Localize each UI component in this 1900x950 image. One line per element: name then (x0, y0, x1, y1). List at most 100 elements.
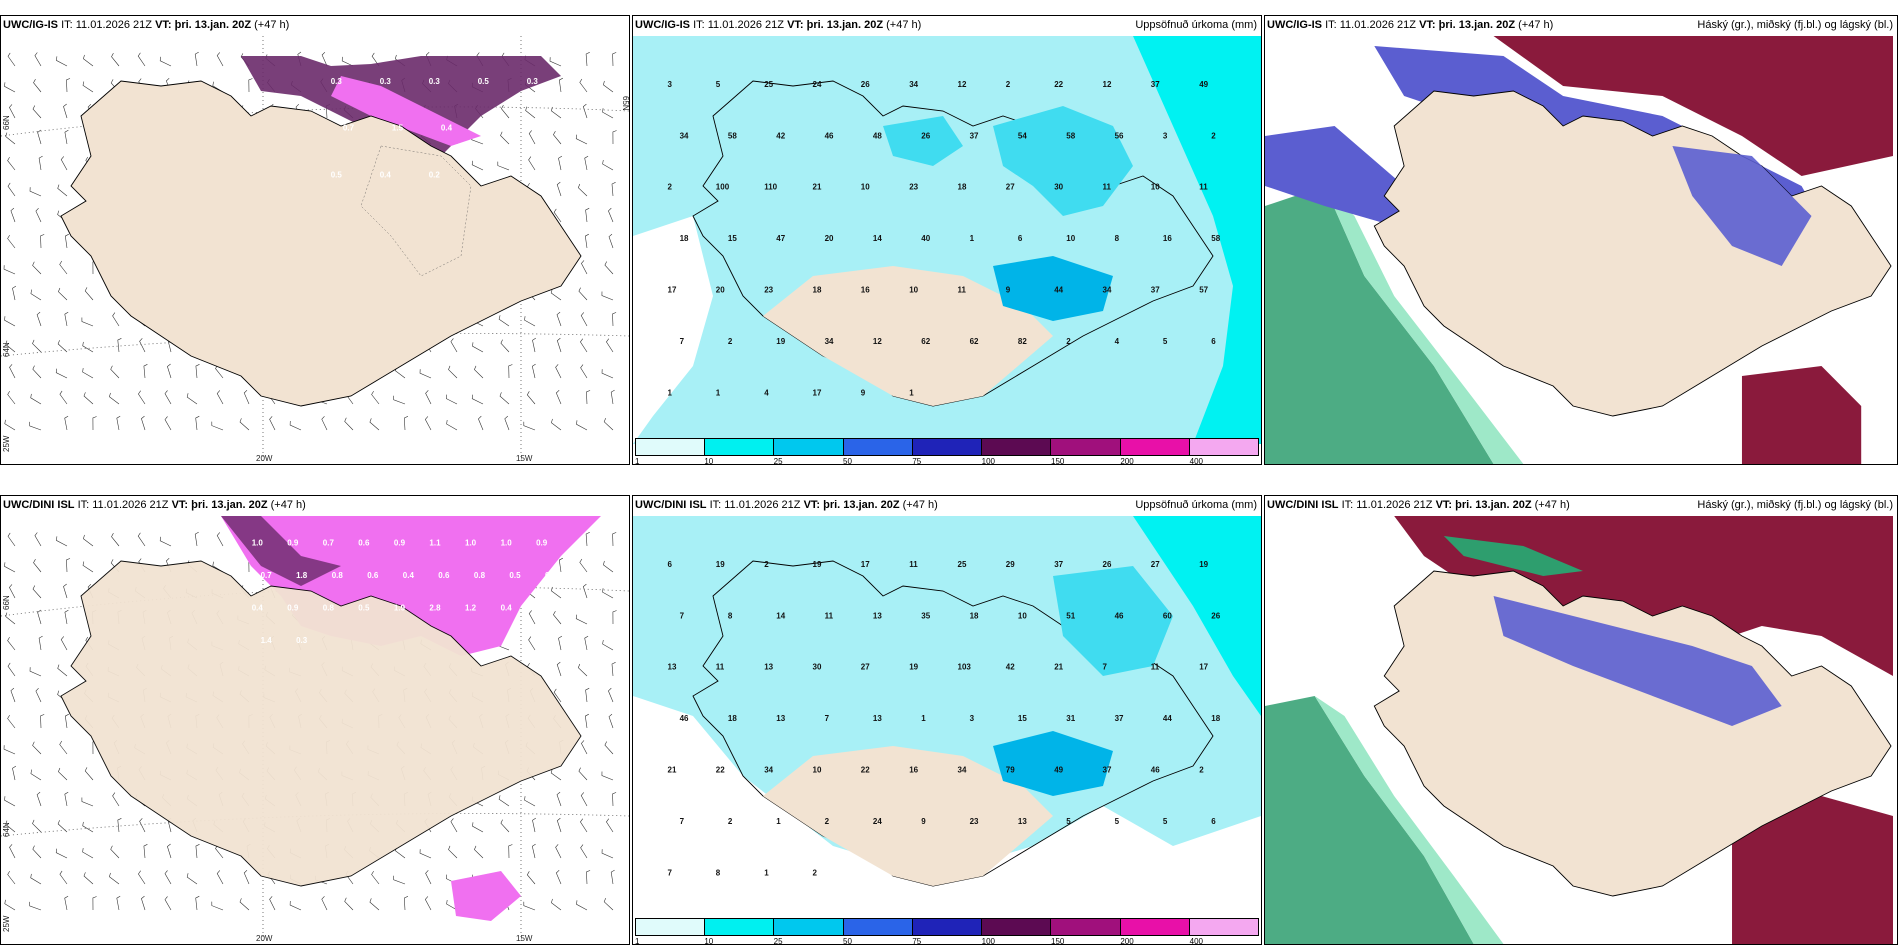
map-value-label: 103 (958, 663, 972, 672)
map-value-label: 1.0 (465, 539, 477, 548)
map-value-label: 12 (1103, 80, 1112, 89)
wind-barb (164, 870, 172, 885)
colorbar-label: 1 (635, 457, 640, 465)
wind-barb (584, 635, 589, 651)
wind-barb (555, 844, 562, 859)
wind-barb (269, 896, 276, 911)
map-value-label: 7 (668, 868, 673, 877)
map-value-label: 29 (1006, 560, 1015, 569)
precip-core-north (883, 116, 963, 166)
colorbar-label: 25 (773, 457, 783, 465)
map-value-label: 0.3 (490, 124, 502, 133)
panel-igis-clouds: UWC/IG-IS IT: 11.01.2026 21Z VT: þri. 13… (1264, 15, 1898, 465)
map-value-label: 10 (1066, 234, 1075, 243)
wind-barb (141, 895, 146, 911)
wind-barb (525, 106, 536, 119)
map-value-label: 10 (909, 286, 918, 295)
wind-barb (498, 795, 510, 807)
wind-barb (371, 390, 380, 405)
wind-barb (371, 870, 380, 885)
wind-barb (59, 260, 68, 275)
map-value-label: 44 (1054, 286, 1063, 295)
wind-barb (84, 767, 94, 781)
wind-barb (524, 796, 536, 807)
map-value-label: 34 (680, 131, 689, 140)
wind-barb (448, 365, 458, 379)
wind-barb (109, 392, 120, 405)
colorbar-label: 75 (912, 937, 922, 945)
wind-barb (608, 713, 614, 729)
wind-barb (3, 745, 16, 755)
wind-barb (7, 636, 16, 651)
wind-barb (117, 338, 122, 353)
wind-barb (608, 687, 614, 703)
wind-barb (12, 765, 17, 781)
wind-barb (29, 901, 42, 911)
wind-barb (269, 416, 276, 431)
wind-barb (531, 363, 536, 379)
map-value-label: 2 (764, 560, 769, 569)
map-value-label: 0.9 (394, 539, 406, 548)
crosshatch-area (360, 145, 472, 277)
map-value-label: 27 (861, 663, 870, 672)
map-value-label: 15 (728, 234, 737, 243)
wind-barb (471, 394, 484, 405)
wind-barb (501, 105, 510, 119)
map-value-label: 2 (1006, 80, 1011, 89)
wind-barb (601, 369, 614, 379)
colorbar-segment (1189, 439, 1258, 455)
axis-label-20w: 20W (256, 934, 273, 943)
map-value-label: 0.5 (358, 604, 370, 613)
wind-barb (556, 181, 562, 197)
cloud-over-land (1493, 596, 1782, 726)
map-value-label: 24 (813, 80, 822, 89)
map-value-label: 0.3 (380, 77, 392, 86)
panel-igis-precip: UWC/IG-IS IT: 11.01.2026 21Z VT: þri. 13… (632, 15, 1262, 465)
map-value-label: 0.4 (441, 124, 453, 133)
low-cloud-southeast (1732, 796, 1893, 944)
wind-barb (55, 848, 68, 859)
cloud-over-land (1672, 146, 1812, 266)
wind-barb (81, 797, 94, 807)
map-value-label: 27 (1006, 183, 1015, 192)
colorbar-label: 100 (981, 937, 996, 945)
wind-barb (4, 562, 16, 573)
wind-barb (610, 869, 615, 885)
map-value-label: 18 (728, 714, 737, 723)
wind-barb (504, 415, 510, 431)
low-cloud-north (1493, 36, 1893, 176)
wind-barb (195, 844, 200, 859)
wind-barb (369, 898, 380, 911)
wind-barb (556, 791, 562, 807)
wind-barb (551, 898, 562, 911)
panel-title: UWC/IG-IS IT: 11.01.2026 21Z VT: þri. 13… (1267, 19, 1554, 31)
map-value-label: 18 (1211, 714, 1220, 723)
wind-barb (528, 130, 536, 145)
wind-barb (531, 843, 536, 859)
wind-barb (32, 365, 42, 379)
wind-barb (556, 311, 562, 327)
wind-barb (472, 822, 484, 833)
wind-barb (32, 585, 42, 599)
wind-barb (582, 103, 588, 119)
wind-barb (498, 315, 510, 327)
map-value-label: 5 (1066, 817, 1071, 826)
wind-barb (579, 78, 588, 93)
colorbar-segment (1051, 439, 1121, 455)
map-value-label: 2 (825, 817, 830, 826)
wind-barb (143, 844, 148, 859)
wind-barb (581, 260, 588, 275)
high-cloud-west (1265, 696, 1474, 944)
map-value-label: 2 (1199, 766, 1204, 775)
wind-barb (64, 791, 69, 807)
wind-barb (556, 661, 562, 677)
map-value-label: 23 (970, 817, 979, 826)
wind-barb (424, 416, 432, 431)
map-value-label: 20 (825, 234, 834, 243)
wind-barb (581, 740, 588, 755)
map-value-label: 46 (1115, 611, 1124, 620)
wind-barb (10, 687, 16, 703)
map-value-label: 0.2 (536, 604, 548, 613)
panel-right-title: Háský (gr.), miðský (fj.bl.) og lágský (… (1697, 19, 1893, 31)
wind-barb (164, 390, 172, 405)
